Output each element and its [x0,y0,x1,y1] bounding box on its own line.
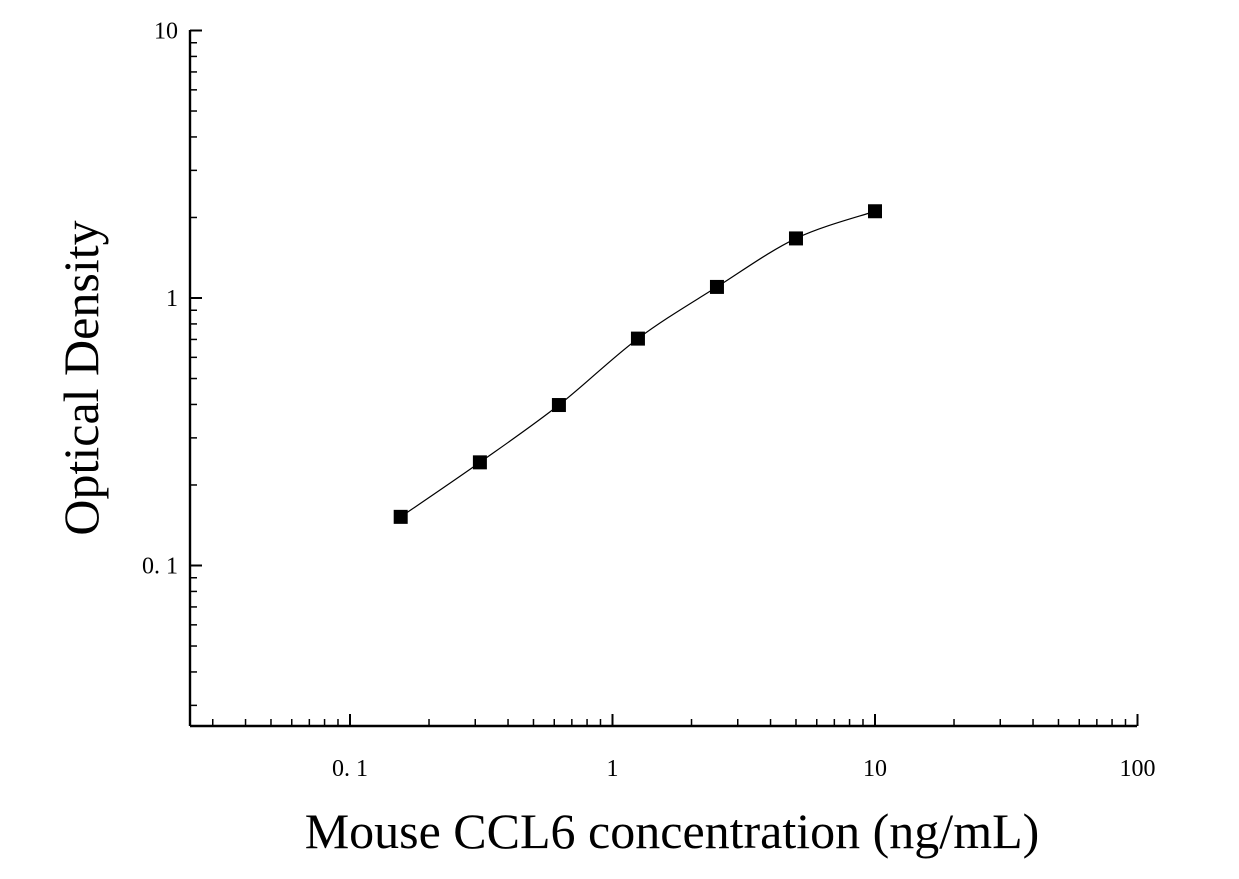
fit-curve [400,210,876,518]
data-points [393,204,882,524]
x-axis-title: Mouse CCL6 concentration (ng/mL) [305,803,1040,859]
y-axis-tick-labels: 0. 1 1 10 [142,19,178,580]
data-point [788,231,803,246]
y-tick-label: 1 [166,286,178,312]
data-point [868,204,882,219]
y-tick-label: 0. 1 [142,554,178,580]
data-point [393,509,408,524]
data-point [630,331,645,346]
x-tick-label: 0. 1 [332,756,368,782]
x-axis-tick-labels: 0. 1 1 10 100 [332,756,1156,782]
data-point [709,279,724,294]
data-point [551,398,566,413]
x-tick-label: 1 [607,756,619,782]
y-axis-title: Optical Density [53,220,109,535]
y-tick-label: 10 [154,19,178,45]
axes [188,30,1137,728]
x-tick-label: 100 [1120,756,1156,782]
y-axis-ticks [190,29,202,707]
data-point [472,455,487,470]
x-tick-label: 10 [863,756,887,782]
x-axis-ticks [211,714,1139,726]
